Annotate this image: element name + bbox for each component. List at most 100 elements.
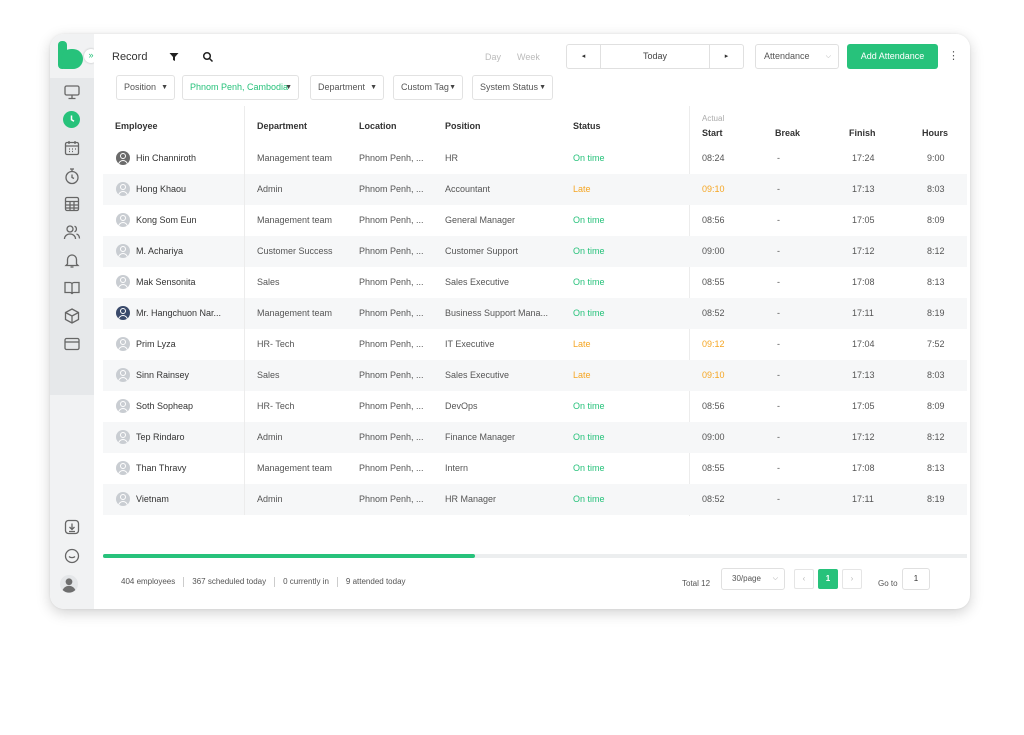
employee-name[interactable]: Hong Khaou <box>136 184 187 194</box>
header-position[interactable]: Position <box>445 121 481 131</box>
hours-cell: 8:09 <box>927 401 945 411</box>
location-cell: Phnom Penh, ... <box>359 277 424 287</box>
header-break[interactable]: Break <box>775 128 801 138</box>
clock-icon[interactable] <box>63 111 80 128</box>
more-options-icon[interactable]: ⋮ <box>948 50 959 62</box>
status-cell: On time <box>573 277 605 287</box>
department-cell: Management team <box>257 215 333 225</box>
status-cell: On time <box>573 153 605 163</box>
bell-icon[interactable] <box>63 251 81 269</box>
start-cell: 08:52 <box>702 308 725 318</box>
view-type-select[interactable]: Attendance ⌵ <box>755 44 839 69</box>
table-row[interactable]: Hong Khaou Admin Phnom Penh, ... Accountant… <box>103 174 967 205</box>
header-finish[interactable]: Finish <box>849 128 876 138</box>
hours-cell: 8:12 <box>927 246 945 256</box>
position-cell: Sales Executive <box>445 370 510 380</box>
status-cell: On time <box>573 432 605 442</box>
department-filter[interactable]: Department ▼ <box>310 75 384 100</box>
monitor-icon[interactable] <box>63 83 81 101</box>
table-row[interactable]: Vietnam Admin Phnom Penh, ... HR Manager On … <box>103 484 967 515</box>
start-cell: 09:00 <box>702 432 725 442</box>
table-row[interactable]: Mak Sensonita Sales Phnom Penh, ... Sales E… <box>103 267 967 298</box>
table-row[interactable]: Prim Lyza HR- Tech Phnom Penh, ... IT Execu… <box>103 329 967 360</box>
attendance-summary: 404 employees 367 scheduled today 0 curren… <box>121 577 406 587</box>
table-row[interactable]: Hin Channiroth Management team Phnom Penh,… <box>103 143 967 174</box>
profile-avatar[interactable] <box>60 575 84 599</box>
spreadsheet-icon[interactable] <box>63 195 81 213</box>
finish-cell: 17:05 <box>852 215 875 225</box>
hours-cell: 8:03 <box>927 184 945 194</box>
employee-name[interactable]: Sinn Rainsey <box>136 370 190 380</box>
chat-icon[interactable] <box>63 547 81 565</box>
employee-name[interactable]: Vietnam <box>136 494 169 504</box>
table-row[interactable]: Soth Sopheap HR- Tech Phnom Penh, ... DevOp… <box>103 391 967 422</box>
employee-name[interactable]: Kong Som Eun <box>136 215 197 225</box>
employee-name[interactable]: M. Achariya <box>136 246 184 256</box>
header-employee[interactable]: Employee <box>115 121 158 131</box>
add-attendance-button[interactable]: Add Attendance <box>847 44 938 69</box>
position-cell: General Manager <box>445 215 516 225</box>
calendar-icon[interactable] <box>63 139 81 157</box>
next-page-button[interactable]: › <box>842 569 862 589</box>
table-row[interactable]: Sinn Rainsey Sales Phnom Penh, ... Sales Ex… <box>103 360 967 391</box>
break-cell: - <box>777 277 780 287</box>
today-button[interactable]: Today <box>642 51 668 61</box>
page-1-button[interactable]: 1 <box>818 569 838 589</box>
column-divider <box>244 106 245 143</box>
header-status[interactable]: Status <box>573 121 601 131</box>
position-cell: Sales Executive <box>445 277 510 287</box>
day-view-tab[interactable]: Day <box>485 52 502 62</box>
header-location[interactable]: Location <box>359 121 397 131</box>
start-cell: 08:56 <box>702 215 725 225</box>
next-day-button[interactable]: ▸ <box>709 45 743 68</box>
employee-name[interactable]: Prim Lyza <box>136 339 176 349</box>
goto-page-input[interactable]: 1 <box>902 568 930 590</box>
employee-name[interactable]: Mak Sensonita <box>136 277 196 287</box>
search-icon[interactable] <box>202 51 214 63</box>
stopwatch-icon[interactable] <box>63 167 81 185</box>
finish-cell: 17:08 <box>852 463 875 473</box>
employee-name[interactable]: Soth Sopheap <box>136 401 194 411</box>
header-hours[interactable]: Hours <box>922 128 949 138</box>
employee-name[interactable]: Than Thravy <box>136 463 187 473</box>
status-cell: Late <box>573 370 591 380</box>
start-cell: 08:55 <box>702 463 725 473</box>
location-filter[interactable]: Phnom Penh, Cambodia ▼ <box>182 75 299 100</box>
filter-icon[interactable] <box>168 51 180 63</box>
card-icon[interactable] <box>63 335 81 353</box>
finish-cell: 17:12 <box>852 246 875 256</box>
table-row[interactable]: M. Achariya Customer Success Phnom Penh, .… <box>103 236 967 267</box>
header-start[interactable]: Start <box>702 128 723 138</box>
hours-cell: 8:19 <box>927 494 945 504</box>
page-size-select[interactable]: 30/page ⌵ <box>721 568 785 590</box>
horizontal-scrollbar[interactable] <box>103 554 967 558</box>
previous-day-button[interactable]: ◂ <box>567 45 601 68</box>
employee-name[interactable]: Mr. Hangchuon Nar... <box>136 308 222 318</box>
users-icon[interactable] <box>63 223 81 241</box>
table-row[interactable]: Kong Som Eun Management team Phnom Penh, .… <box>103 205 967 236</box>
horizontal-scrollbar-thumb[interactable] <box>103 554 475 558</box>
main-content: Record Day Week ◂ Today ▸ Attendance ⌵ A… <box>94 34 970 609</box>
column-divider <box>244 360 245 391</box>
scheduled-count: 367 scheduled today <box>192 577 267 587</box>
header-department[interactable]: Department <box>257 121 308 131</box>
cube-icon[interactable] <box>63 307 81 325</box>
employee-name[interactable]: Tep Rindaro <box>136 432 185 442</box>
column-divider <box>244 422 245 453</box>
system-status-filter[interactable]: System Status ▼ <box>472 75 553 100</box>
download-icon[interactable] <box>63 518 81 536</box>
break-cell: - <box>777 463 780 473</box>
start-cell: 08:56 <box>702 401 725 411</box>
week-view-tab[interactable]: Week <box>517 52 540 62</box>
table-row[interactable]: Mr. Hangchuon Nar... Management team Phnom… <box>103 298 967 329</box>
previous-page-button[interactable]: ‹ <box>794 569 814 589</box>
employee-name[interactable]: Hin Channiroth <box>136 153 197 163</box>
header-actual: Actual <box>702 114 725 123</box>
status-cell: On time <box>573 308 605 318</box>
position-filter[interactable]: Position ▼ <box>116 75 175 100</box>
table-row[interactable]: Than Thravy Management team Phnom Penh, ..… <box>103 453 967 484</box>
location-cell: Phnom Penh, ... <box>359 184 424 194</box>
book-icon[interactable] <box>63 279 81 297</box>
table-row[interactable]: Tep Rindaro Admin Phnom Penh, ... Finance M… <box>103 422 967 453</box>
custom-tag-filter[interactable]: Custom Tag ▼ <box>393 75 463 100</box>
